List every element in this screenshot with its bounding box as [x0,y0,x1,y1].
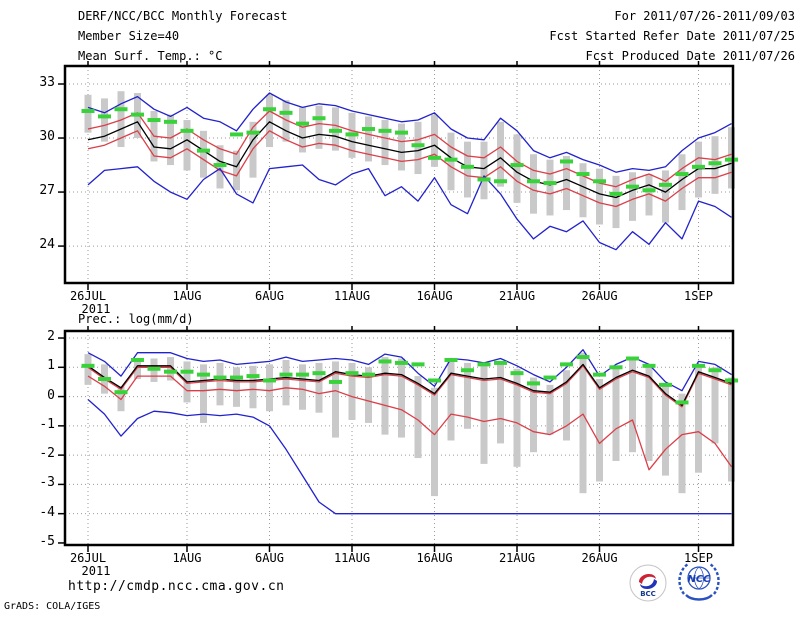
precip-xtick-11AUG: 11AUG [333,551,371,565]
temp-line-upper [87,110,732,188]
precip-ytick-2: 2 [47,329,55,345]
temp-ticks [58,61,700,290]
precip-line-max [87,349,732,392]
temp-xtick-21AUG: 21AUG [498,289,536,303]
ncc-logo: NCC [678,563,720,601]
member-size-label: Member Size=40 [78,29,180,43]
temp-xtick-16AUG: 16AUG [416,289,453,303]
precip-xtick-1SEP: 1SEP [684,551,713,565]
precip-xtick-16AUG: 16AUG [416,551,453,565]
temp-ytick-33: 33 [39,75,55,90]
precip-chart-title: Prec.: log(mm/d) [78,312,194,326]
precip-line-min [87,399,732,515]
temp-xtick-1SEP: 1SEP [684,289,713,303]
precip-reference-dashes [81,355,738,405]
precip-ticks [58,326,700,552]
precip-spread-bars [84,352,735,497]
precip-xtick-21AUG: 21AUG [498,551,536,565]
precip-line-mean [87,363,732,407]
precip-frame [63,329,735,547]
precip-xtick-6AUG: 6AUG [255,551,284,565]
fcst-produced-date: Fcst Produced Date 2011/07/26 [585,49,795,63]
plot-title: DERF/NCC/BCC Monthly Forecast [78,9,288,23]
precip-gridlines [65,331,733,545]
temp-line-mean [87,121,732,199]
svg-text:NCC: NCC [687,574,711,585]
fcst-started-date: Fcst Started Refer Date 2011/07/25 [549,29,795,43]
precip-xtick-26AUG: 26AUG [581,551,618,565]
temp-xtick-11AUG: 11AUG [333,289,371,303]
temp-ytick-24: 24 [39,237,55,253]
precip-xtick-1AUG: 1AUG [172,551,202,565]
temp-xtick-year: 2011 [81,302,111,316]
temp-xtick-1AUG: 1AUG [172,289,202,303]
forecast-period: For 2011/07/26-2011/09/03 [614,9,795,23]
precip-ytick--1: -1 [39,416,55,432]
temp-reference-dashes [81,107,738,196]
svg-text:BCC: BCC [640,590,656,598]
precip-ytick--3: -3 [39,475,55,491]
precip-ytick--4: -4 [39,504,55,520]
temp-xtick-26JUL: 26JUL [69,289,107,303]
temp-line-min [87,164,732,251]
precip-ytick--5: -5 [39,533,55,549]
temp-ytick-27: 27 [39,183,55,199]
grads-credit: GrADS: COLA/IGES [4,601,101,612]
bcc-logo: BCC [629,564,667,602]
precip-ytick-1: 1 [47,358,55,374]
precip-line-upper [87,365,732,408]
temp-gridlines [65,66,733,283]
source-url: http://cmdp.ncc.cma.gov.cn [68,579,285,594]
temp-xtick-26AUG: 26AUG [581,289,618,303]
temp-chart-title: Mean Surf. Temp.: °C [78,49,223,63]
precip-xtick-year: 2011 [81,564,111,578]
precip-ytick--2: -2 [39,446,55,462]
precip-xtick-26JUL: 26JUL [69,551,107,565]
temp-spread-bars [84,91,735,229]
temp-line-lower [87,130,732,208]
temp-chart [58,61,738,290]
precip-ytick-0: 0 [47,387,55,403]
temp-line-max [87,92,732,173]
temp-xtick-6AUG: 6AUG [255,289,284,303]
temp-ytick-30: 30 [39,129,55,145]
temp-frame [63,64,735,285]
precip-chart [58,326,738,552]
precip-line-lower [87,375,733,471]
